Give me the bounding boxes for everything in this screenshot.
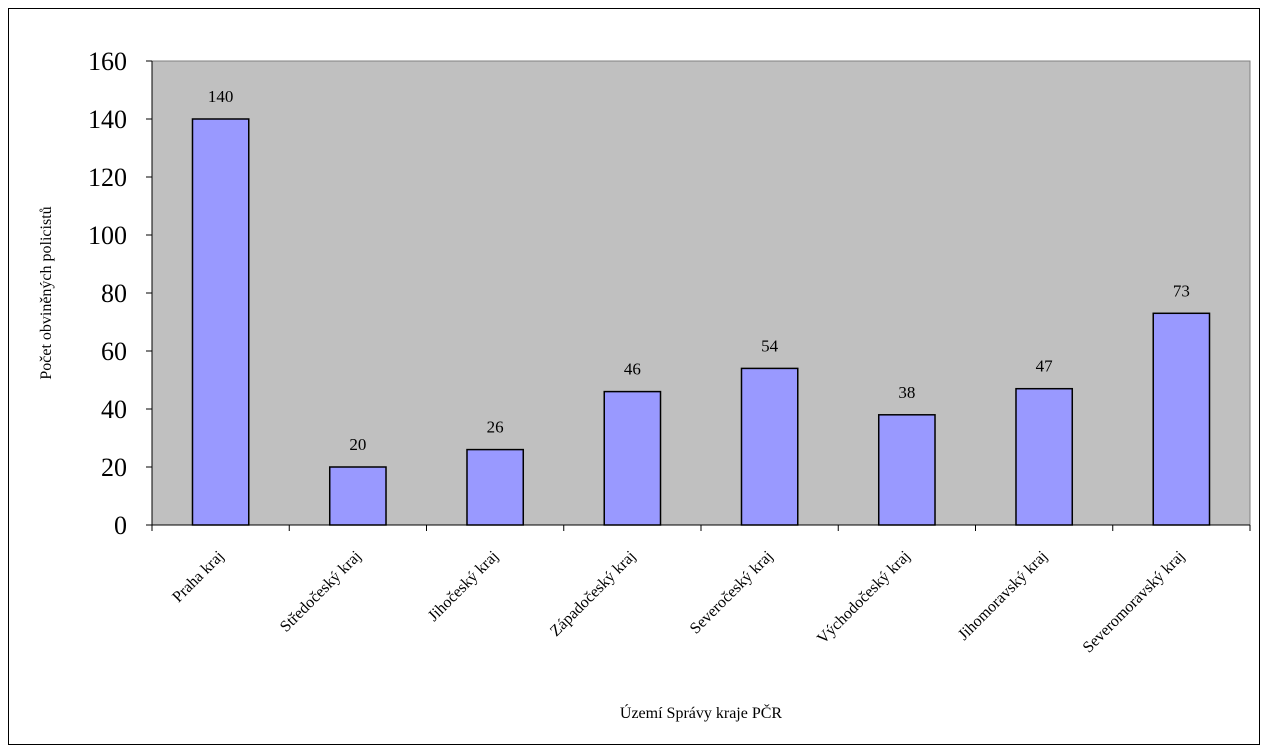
y-axis-title: Počet obviněných policistů [38, 206, 55, 379]
bar [1015, 387, 1074, 526]
y-tick-label: 20 [101, 453, 127, 482]
x-category-label: Severočeský kraj [687, 548, 777, 638]
data-label: 73 [1173, 281, 1190, 300]
data-label: 140 [208, 87, 234, 106]
y-tick-label: 140 [88, 105, 127, 134]
data-labels-layer: 140 20 26 46 54 38 47 73 [208, 87, 1190, 454]
x-category-label: Praha kraj [169, 548, 227, 606]
x-category-label: Východočeský kraj [814, 548, 914, 648]
bar [328, 466, 387, 526]
bar [1152, 312, 1211, 526]
data-label: 47 [1036, 357, 1054, 376]
bar [466, 448, 525, 526]
data-label: 38 [898, 383, 915, 402]
y-tick-label: 80 [101, 279, 127, 308]
y-tick-label: 120 [88, 163, 127, 192]
x-axis: Praha kraj Středočeský kraj Jihočeský kraj… [151, 524, 1251, 656]
x-category-label: Středočeský kraj [277, 548, 365, 636]
data-label: 26 [487, 418, 504, 437]
data-label: 54 [761, 336, 779, 355]
x-category-label: Jihomoravský kraj [955, 548, 1051, 644]
bar [877, 414, 936, 526]
data-label: 46 [624, 360, 641, 379]
data-label: 20 [349, 435, 366, 454]
bars-layer [191, 118, 1211, 526]
x-category-label: Západočeský kraj [547, 548, 639, 640]
x-category-label: Severomoravský kraj [1080, 548, 1188, 656]
x-category-label: Jihočeský kraj [425, 548, 502, 625]
y-tick-label: 100 [88, 221, 127, 250]
bar [191, 118, 250, 526]
y-axis: 0 20 40 60 80 100 120 140 160 [88, 47, 153, 540]
y-tick-label: 160 [88, 47, 127, 76]
y-tick-label: 60 [101, 337, 127, 366]
bar [603, 390, 662, 526]
plot-area [151, 60, 1251, 526]
y-tick-label: 40 [101, 395, 127, 424]
x-axis-title: Území Správy kraje PČR [620, 703, 783, 722]
y-tick-label: 0 [114, 511, 127, 540]
bar [740, 367, 799, 526]
